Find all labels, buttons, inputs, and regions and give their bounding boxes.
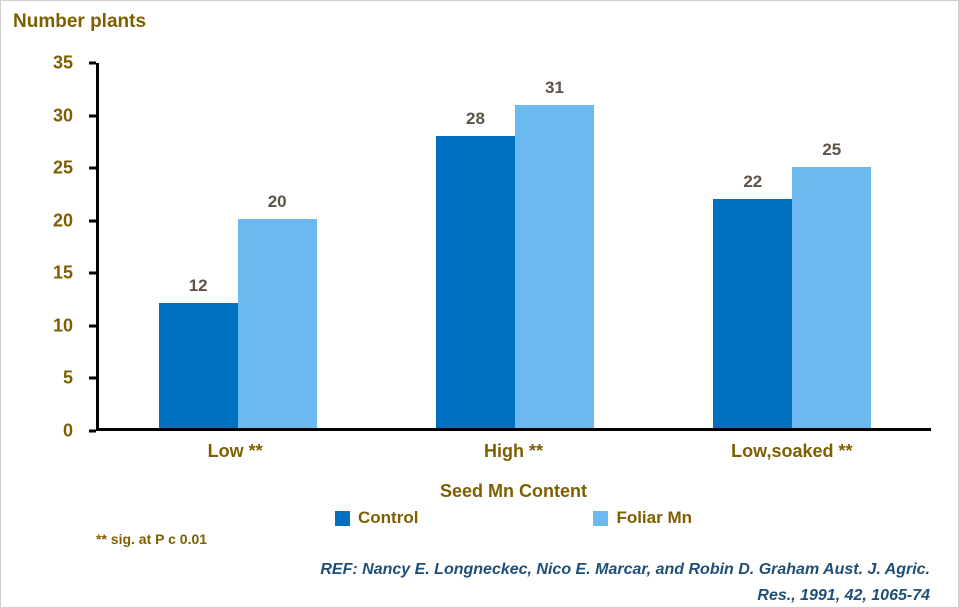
legend-swatch: [593, 510, 609, 526]
bar-value-label: 28: [466, 109, 485, 128]
bar-group: 12 20: [99, 63, 376, 428]
bar-group: 22 25: [654, 63, 931, 428]
bar-foliar-mn: 25: [792, 140, 872, 428]
bar-value-label: 20: [267, 192, 287, 212]
y-tick-mark: [89, 61, 96, 65]
x-axis-title: Seed Mn Content: [440, 481, 587, 501]
y-tick-label: 30: [52, 105, 73, 126]
legend: Control Foliar Mn: [96, 508, 931, 528]
bars: 12 20 28 31 22 25: [99, 63, 931, 428]
bar-value-label: 31: [545, 77, 564, 97]
legend-swatch: [335, 510, 350, 526]
y-tick-label: 10: [52, 315, 73, 336]
bar-control: 12: [158, 276, 238, 428]
y-tick-label: 35: [52, 52, 73, 73]
bar-value-label: 12: [188, 275, 208, 295]
legend-item-control: Control: [335, 508, 418, 528]
y-tick-label: 15: [52, 262, 73, 283]
significance-footnote: ** sig. at P c 0.01: [96, 531, 208, 547]
y-axis-labels: 0 5 10 15 20 25 30 35: [1, 53, 89, 441]
y-tick-label: 25: [52, 157, 73, 178]
reference-line-1: REF: Nancy E. Longneckec, Nico E. Marcar…: [320, 561, 930, 578]
y-tick-mark: [89, 429, 96, 433]
reference-citation: REF: Nancy E. Longneckec, Nico E. Marcar…: [320, 557, 930, 607]
bar-control: 28: [435, 109, 515, 428]
bar-value-label: 22: [743, 171, 763, 191]
x-axis-labels: Low ** High ** Low,soaked **: [96, 441, 931, 462]
bar-foliar-mn: 20: [237, 192, 317, 428]
chart-title: Number plants: [13, 11, 147, 32]
x-category-label: Low **: [207, 441, 263, 461]
y-tick-mark: [89, 114, 96, 118]
bar-control: 22: [713, 172, 793, 428]
legend-label-foliar-mn: Foliar Mn: [616, 508, 692, 527]
bar-value-label: 25: [822, 140, 842, 160]
y-tick-mark: [89, 324, 96, 328]
bar-group: 28 31: [376, 63, 653, 428]
bar-foliar-mn: 31: [514, 78, 594, 428]
legend-item-foliar-mn: Foliar Mn: [593, 508, 692, 528]
y-tick-mark: [89, 376, 96, 380]
reference-line-2: Res., 1991, 42, 1065-74: [757, 587, 930, 604]
y-tick-label: 20: [52, 210, 73, 231]
y-tick-label: 5: [62, 367, 73, 388]
y-tick-mark: [89, 219, 96, 223]
plot-area: 12 20 28 31 22 25: [89, 61, 931, 433]
y-tick-label: 0: [62, 420, 73, 441]
x-category-label: High **: [483, 441, 543, 461]
y-tick-mark: [89, 166, 96, 170]
legend-label-control: Control: [358, 508, 419, 527]
x-category-label: Low,soaked **: [731, 441, 853, 461]
y-tick-mark: [89, 271, 96, 275]
